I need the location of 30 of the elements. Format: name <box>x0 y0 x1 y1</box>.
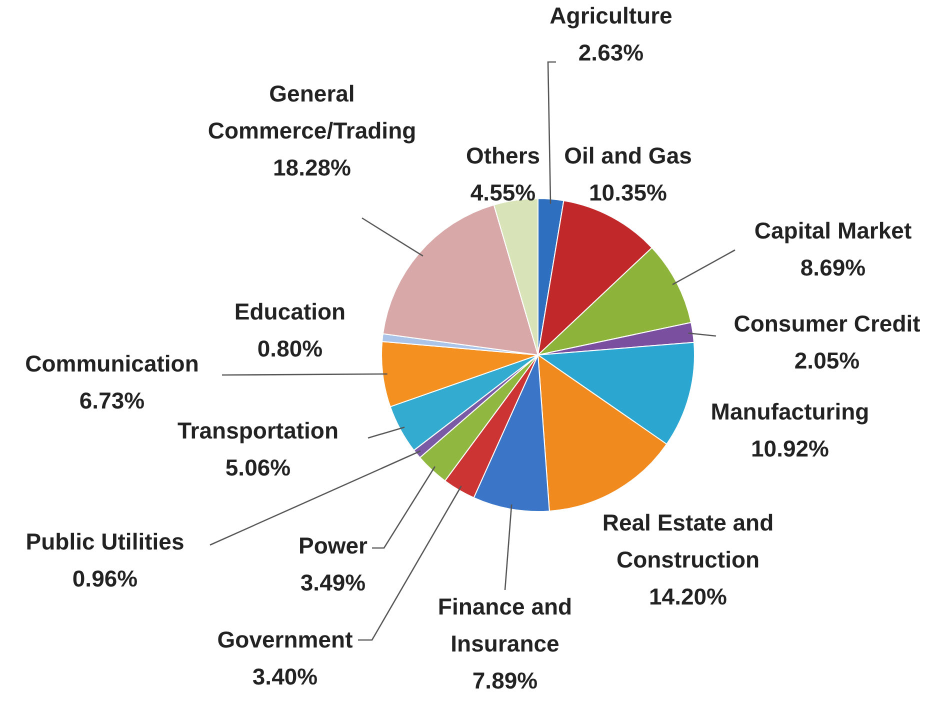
data-label: 6.73% <box>79 387 145 414</box>
data-label: 0.80% <box>257 335 323 362</box>
data-label: 5.06% <box>225 454 291 480</box>
data-label: 10.92% <box>750 435 830 462</box>
data-label: 8.69% <box>800 254 866 280</box>
data-label: 10.35% <box>588 179 668 206</box>
slice-label: Others <box>466 142 540 168</box>
slice-label: Consumer Credit <box>734 310 921 336</box>
data-label: 0.96% <box>72 565 138 592</box>
slice-label: Finance and Insurance <box>438 593 572 656</box>
data-label: 14.20% <box>648 583 728 610</box>
data-label: 2.63% <box>578 39 644 66</box>
data-label: 3.40% <box>252 663 318 690</box>
slice-label: General Commerce/Trading <box>208 80 416 144</box>
slice-label: Agriculture <box>550 2 672 28</box>
data-label: 3.49% <box>300 569 366 596</box>
slice-label: Power <box>298 532 368 558</box>
slice-label: Education <box>234 298 346 324</box>
slice-label: Transportation <box>177 417 339 444</box>
slice-label: Capital Market <box>754 217 912 244</box>
slice-label: Government <box>217 626 354 652</box>
slice-label: Manufacturing <box>710 398 870 424</box>
data-label: 2.05% <box>794 347 860 374</box>
slice-label: Communication <box>25 350 199 376</box>
slice-label: Public Utilities <box>26 528 184 554</box>
data-label: 7.89% <box>472 667 538 694</box>
data-label: 18.28% <box>272 154 352 180</box>
slice-label: Oil and Gas <box>564 142 692 168</box>
data-label: 4.55% <box>470 179 536 206</box>
slice-label: Real Estate and Construction <box>602 509 774 572</box>
